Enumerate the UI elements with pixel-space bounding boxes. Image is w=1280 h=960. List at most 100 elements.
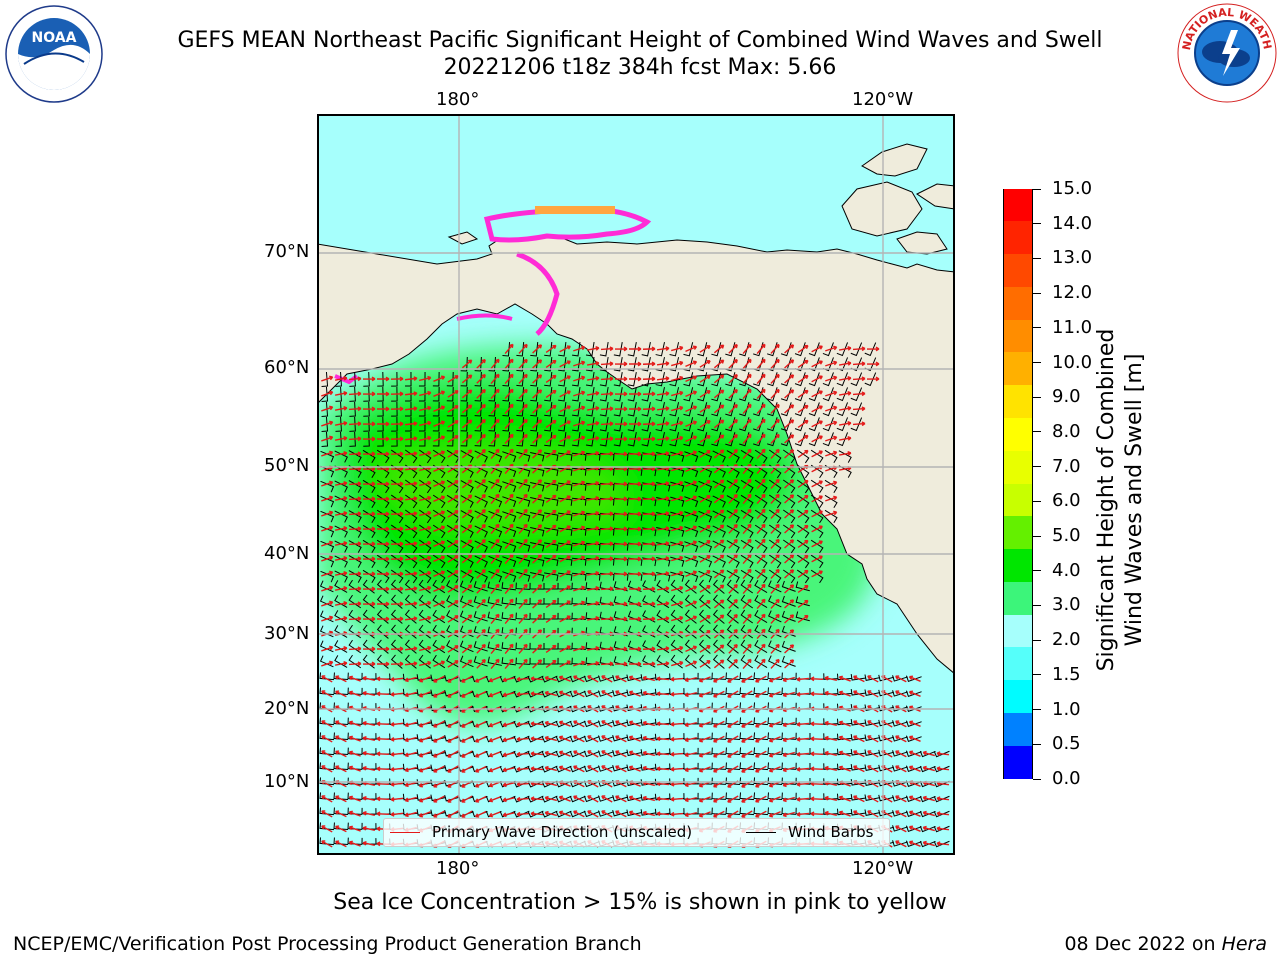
colorbar-title-line1: Significant Height of Combined bbox=[1094, 328, 1119, 672]
wind-barb bbox=[376, 579, 389, 594]
wave-direction-arrow bbox=[461, 554, 473, 564]
wave-direction-arrow bbox=[867, 735, 879, 743]
wave-direction-arrow bbox=[685, 420, 698, 428]
wave-height-map bbox=[317, 114, 955, 855]
wind-barb bbox=[641, 372, 651, 387]
wind-barb bbox=[544, 542, 559, 552]
wave-direction-arrow bbox=[504, 388, 514, 400]
wave-direction-arrow bbox=[838, 675, 851, 682]
wave-direction-arrow bbox=[376, 646, 390, 652]
wave-direction-arrow bbox=[390, 736, 404, 742]
wave-direction-arrow bbox=[825, 405, 838, 412]
wave-direction-arrow bbox=[433, 615, 446, 622]
wave-direction-arrow bbox=[936, 826, 950, 831]
wind-barb bbox=[808, 387, 820, 402]
wind-barb bbox=[334, 525, 348, 538]
wave-direction-arrow bbox=[362, 481, 376, 487]
wind-barb bbox=[571, 597, 587, 605]
wind-barb bbox=[541, 810, 558, 818]
wave-direction-arrow bbox=[824, 765, 838, 771]
wave-direction-arrow bbox=[656, 721, 670, 727]
wind-barb bbox=[766, 417, 778, 432]
wave-direction-arrow bbox=[770, 643, 780, 654]
wave-direction-arrow bbox=[728, 359, 738, 369]
wave-direction-arrow bbox=[838, 406, 852, 411]
wind-barb bbox=[905, 750, 922, 757]
wave-direction-arrow bbox=[544, 750, 557, 757]
wind-barb bbox=[529, 582, 545, 590]
wind-barb bbox=[541, 720, 558, 728]
wind-barb bbox=[502, 526, 517, 538]
wave-direction-arrow bbox=[559, 615, 571, 623]
wave-direction-arrow bbox=[670, 691, 684, 697]
wave-direction-arrow bbox=[685, 405, 698, 413]
wind-barb bbox=[404, 654, 417, 669]
wave-direction-arrow bbox=[518, 343, 528, 354]
wave-direction-arrow bbox=[532, 509, 543, 519]
wave-direction-arrow bbox=[418, 796, 431, 803]
wave-direction-arrow bbox=[713, 659, 725, 669]
wave-direction-arrow bbox=[628, 795, 641, 802]
wind-barb bbox=[527, 690, 544, 698]
wind-barb bbox=[334, 595, 348, 608]
wind-barb bbox=[850, 689, 866, 696]
wind-barb bbox=[780, 342, 792, 357]
wind-barb bbox=[488, 401, 496, 417]
wind-barb bbox=[627, 580, 642, 593]
wave-direction-arrow bbox=[362, 675, 376, 681]
wind-barb bbox=[768, 625, 782, 638]
wave-direction-arrow bbox=[685, 615, 698, 623]
wind-barb bbox=[320, 510, 335, 523]
wind-barb bbox=[571, 527, 587, 536]
wind-barb bbox=[349, 431, 356, 447]
wind-barb bbox=[418, 554, 432, 569]
wind-barb bbox=[390, 624, 403, 639]
wave-direction-arrow bbox=[728, 344, 738, 354]
wave-direction-arrow bbox=[770, 598, 780, 609]
wave-direction-arrow bbox=[504, 448, 514, 460]
wave-direction-arrow bbox=[797, 509, 809, 519]
wave-direction-arrow bbox=[447, 660, 459, 668]
wind-barb bbox=[919, 810, 936, 818]
wave-direction-arrow bbox=[685, 645, 698, 653]
wind-barb bbox=[768, 580, 782, 593]
wind-barb bbox=[348, 540, 362, 553]
wave-direction-arrow bbox=[404, 496, 418, 501]
wind-barb bbox=[892, 825, 908, 832]
wind-barb bbox=[739, 432, 750, 447]
wind-barb bbox=[544, 557, 559, 567]
wind-barb bbox=[768, 509, 782, 524]
wave-direction-arrow bbox=[628, 541, 642, 547]
wave-direction-arrow bbox=[518, 658, 528, 669]
wave-direction-arrow bbox=[853, 810, 865, 818]
colorbar-tick-label: 14.0 bbox=[1052, 212, 1093, 234]
colorbar-segment bbox=[1004, 286, 1032, 321]
wave-direction-arrow bbox=[770, 418, 780, 429]
wave-direction-arrow bbox=[518, 508, 528, 519]
wave-direction-arrow bbox=[741, 690, 753, 698]
wind-barb bbox=[432, 579, 446, 594]
wind-barb bbox=[808, 432, 820, 447]
wind-barb bbox=[697, 747, 713, 755]
wind-barb bbox=[697, 792, 713, 800]
wind-barb bbox=[502, 481, 517, 493]
wind-barb bbox=[781, 747, 797, 755]
wave-direction-arrow bbox=[797, 419, 809, 429]
colorbar-tick-label: 1.0 bbox=[1052, 698, 1081, 720]
wave-direction-arrow bbox=[642, 646, 656, 652]
wind-barb bbox=[516, 526, 531, 537]
wind-barb bbox=[334, 580, 348, 593]
wind-barb bbox=[460, 401, 468, 417]
wind-barb bbox=[348, 654, 362, 669]
wave-direction-arrow bbox=[573, 585, 586, 592]
wind-barb bbox=[446, 640, 460, 653]
wind-barb bbox=[405, 416, 412, 432]
wave-direction-arrow bbox=[741, 795, 753, 803]
wind-barb bbox=[655, 357, 665, 372]
wave-direction-arrow bbox=[532, 614, 543, 624]
wave-direction-arrow bbox=[642, 391, 656, 397]
wind-barb bbox=[613, 432, 623, 447]
wind-barb bbox=[878, 674, 894, 682]
wave-direction-arrow bbox=[908, 810, 921, 817]
wind-barb bbox=[850, 809, 866, 816]
